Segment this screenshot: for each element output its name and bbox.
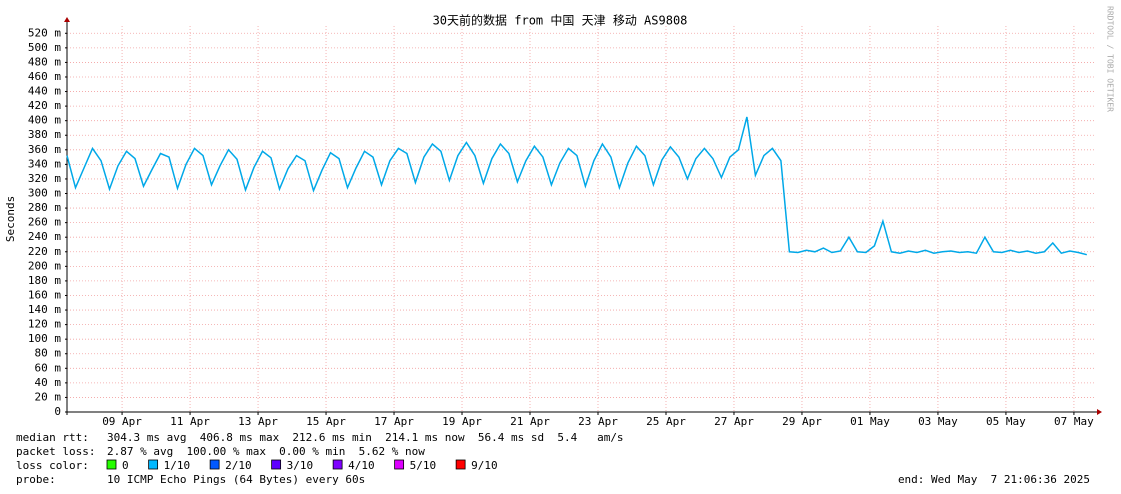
x-tick-label: 13 Apr: [238, 415, 278, 428]
y-tick-label: 140 m: [28, 303, 61, 316]
x-tick-label: 21 Apr: [510, 415, 550, 428]
y-tick-label: 400 m: [28, 114, 61, 127]
probe-text: 10 ICMP Echo Pings (64 Bytes) every 60s: [107, 473, 365, 486]
y-tick-label: 80 m: [35, 347, 62, 360]
y-tick-label: 120 m: [28, 318, 61, 331]
rtt-line: [66, 116, 1087, 256]
stats-label: packet loss:: [16, 445, 95, 458]
y-tick-label: 220 m: [28, 245, 61, 258]
x-tick-label: 03 May: [918, 415, 958, 428]
x-tick-label: 25 Apr: [646, 415, 686, 428]
stats-text: 2.87 % avg 100.00 % max 0.00 % min 5.62 …: [107, 445, 425, 458]
y-tick-label: 240 m: [28, 230, 61, 243]
x-tick-label: 17 Apr: [374, 415, 414, 428]
y-tick-label: 40 m: [35, 376, 62, 389]
y-tick-label: 60 m: [35, 361, 62, 374]
x-tick-label: 19 Apr: [442, 415, 482, 428]
y-tick-label: 460 m: [28, 70, 61, 83]
legend-swatch: [394, 459, 405, 470]
y-tick-label: 160 m: [28, 288, 61, 301]
y-tick-label: 500 m: [28, 41, 61, 54]
y-tick-label: 0: [54, 405, 61, 418]
legend-label: loss color:: [16, 459, 89, 472]
chart-title: 30天前的数据 from 中国 天津 移动 AS9808: [433, 13, 688, 28]
y-tick-label: 480 m: [28, 55, 61, 68]
y-tick-label: 380 m: [28, 128, 61, 141]
legend-swatch: [332, 459, 343, 470]
legend-label: 2/10: [225, 459, 252, 472]
legend-swatch: [455, 459, 466, 470]
y-tick-label: 520 m: [28, 26, 61, 39]
x-tick-label: 11 Apr: [170, 415, 210, 428]
x-tick-label: 15 Apr: [306, 415, 346, 428]
y-tick-label: 20 m: [35, 390, 62, 403]
y-axis-label: Seconds: [4, 196, 17, 242]
x-tick-label: 07 May: [1054, 415, 1094, 428]
y-tick-label: 360 m: [28, 143, 61, 156]
x-tick-label: 01 May: [850, 415, 890, 428]
legend-swatch: [106, 459, 117, 470]
legend-label: 0: [122, 459, 129, 472]
y-tick-label: 340 m: [28, 157, 61, 170]
end-time: end: Wed May 7 21:06:36 2025: [898, 473, 1090, 486]
stats-text: 304.3 ms avg 406.8 ms max 212.6 ms min 2…: [107, 431, 624, 444]
y-tick-label: 320 m: [28, 172, 61, 185]
y-tick-label: 420 m: [28, 99, 61, 112]
y-tick-label: 440 m: [28, 85, 61, 98]
axis-arrow: [1097, 409, 1102, 415]
y-tick-label: 280 m: [28, 201, 61, 214]
probe-label: probe:: [16, 473, 56, 486]
y-tick-label: 260 m: [28, 216, 61, 229]
legend-label: 3/10: [287, 459, 314, 472]
axis-arrow: [64, 17, 70, 22]
y-tick-label: 300 m: [28, 187, 61, 200]
x-tick-label: 23 Apr: [578, 415, 618, 428]
legend-swatch: [148, 459, 159, 470]
watermark: RRDTOOL / TOBI OETIKER: [1106, 6, 1115, 112]
x-tick-label: 05 May: [986, 415, 1026, 428]
legend-label: 5/10: [410, 459, 437, 472]
y-tick-label: 200 m: [28, 259, 61, 272]
legend-label: 9/10: [471, 459, 498, 472]
y-tick-label: 100 m: [28, 332, 61, 345]
x-tick-label: 27 Apr: [714, 415, 754, 428]
x-tick-label: 09 Apr: [102, 415, 142, 428]
stats-label: median rtt:: [16, 431, 89, 444]
legend-label: 4/10: [348, 459, 375, 472]
legend-swatch: [209, 459, 220, 470]
legend-swatch: [271, 459, 282, 470]
legend-label: 1/10: [164, 459, 191, 472]
y-tick-label: 180 m: [28, 274, 61, 287]
x-tick-label: 29 Apr: [782, 415, 822, 428]
